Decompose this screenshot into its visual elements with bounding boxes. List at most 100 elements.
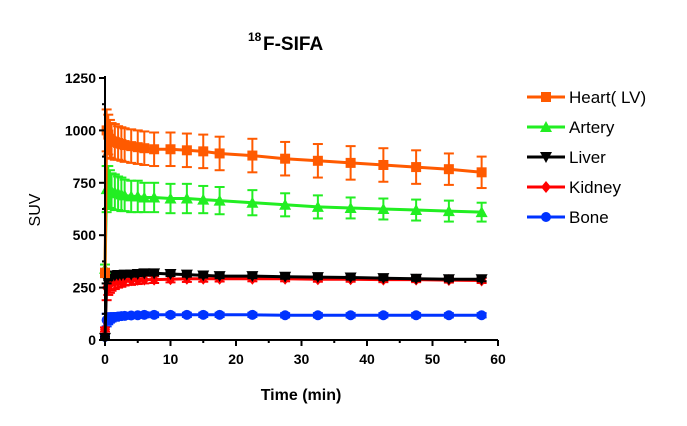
data-point [344,272,357,284]
series-bone [100,309,487,342]
data-point [165,144,176,155]
axes: 0 250 500 750 1000 1250 0 10 20 30 40 50 60 [65,70,506,367]
legend-item-liver: Liver [527,148,606,167]
data-point [246,196,259,208]
series-line [103,184,482,269]
series-artery [99,165,488,274]
legend-marker [541,92,551,102]
series-kidney [100,272,487,336]
data-point [197,270,210,282]
data-point [139,143,150,154]
series-line [103,271,482,338]
data-point [345,310,356,321]
y-axis-label: SUV [27,193,44,226]
legend: Heart( LV) Artery Liver Kidney Bone [527,88,646,227]
data-point [181,145,192,156]
data-point [165,309,176,320]
data-point [247,150,258,161]
data-point [138,268,151,280]
data-point [378,159,389,170]
data-point [377,273,390,285]
legend-marker [541,212,551,222]
x-tick-label: 20 [228,351,244,367]
chart-title-superscript: 18 [248,30,262,44]
data-point [475,206,488,218]
data-point [214,148,225,159]
legend-item-bone: Bone [527,208,609,227]
chart-title: 18 F-SIFA [248,30,323,55]
legend-item-kidney: Kidney [527,178,621,197]
data-point [377,203,390,214]
data-point [164,268,177,280]
series-line [103,313,482,338]
x-tick-label: 40 [359,351,375,367]
data-point [410,273,423,285]
x-tick-label: 30 [294,351,310,367]
data-point [411,310,422,321]
x-tick-label: 60 [490,351,506,367]
y-tick-label: 1250 [65,70,96,86]
chart-title-main: F-SIFA [263,34,323,55]
data-point [246,271,259,283]
data-point [126,141,137,152]
y-tick-label: 500 [73,227,97,243]
data-point [198,146,209,157]
data-point [476,167,487,178]
data-point [378,310,389,321]
data-point [214,309,225,320]
data-point [475,274,488,286]
legend-item-heart-lv: Heart( LV) [527,88,646,107]
data-point [180,192,193,204]
data-point [345,157,356,168]
data-point [279,198,292,210]
data-point [180,269,193,281]
data-point [410,204,423,216]
data-point [149,273,160,286]
data-point [197,193,210,205]
y-tick-label: 0 [88,332,96,348]
data-point [411,162,422,173]
data-point [138,191,151,203]
y-tick-label: 1000 [65,122,96,138]
data-point [311,272,324,284]
data-point [344,201,357,213]
legend-marker [540,121,552,132]
data-point [442,205,455,217]
data-point [181,309,192,320]
data-point [213,271,226,283]
legend-label: Liver [569,148,606,167]
data-point [442,274,455,286]
data-point [280,310,291,321]
legend-marker [540,152,552,163]
series-line [103,129,482,273]
data-point [148,191,161,203]
legend-item-artery: Artery [527,118,615,137]
data-point [139,309,150,320]
x-tick-label: 10 [163,351,179,367]
data-point [198,309,209,320]
data-point [279,271,292,283]
legend-label: Bone [569,208,609,227]
plot-area [99,108,488,344]
legend-marker [541,181,551,193]
data-point [149,309,160,320]
legend-label: Artery [569,118,615,137]
y-tick-label: 250 [73,280,97,296]
x-tick-label: 0 [101,351,109,367]
data-point [280,153,291,164]
data-point [476,310,487,321]
x-tick-label: 50 [425,351,441,367]
series-heart-lv [100,108,487,279]
series-line [103,277,482,330]
data-point [213,194,226,206]
data-point [132,142,143,153]
data-point [312,310,323,321]
data-point [119,140,130,151]
data-point [164,192,177,204]
legend-label: Kidney [569,178,621,197]
data-point [443,310,454,321]
y-tick-label: 750 [73,175,97,191]
data-point [148,268,161,280]
data-point [149,144,160,155]
